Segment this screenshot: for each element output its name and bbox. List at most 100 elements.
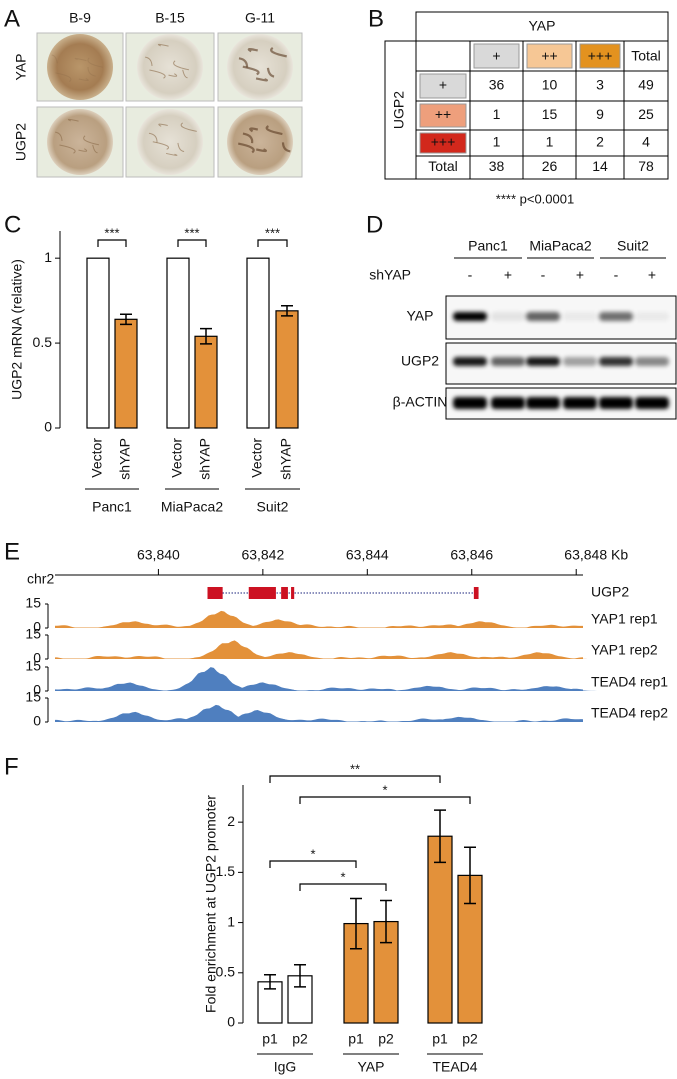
- x-tick-label: Vector: [89, 438, 105, 478]
- tma-texture: [165, 152, 178, 156]
- group-label: TEAD4: [432, 1059, 477, 1075]
- track-peak: [85, 711, 180, 722]
- track-label: TEAD4 rep2: [591, 705, 668, 721]
- blot-group-label: MiaPaca2: [529, 238, 591, 254]
- table-level-cell: [419, 132, 467, 154]
- table-cell: 1: [493, 134, 501, 150]
- x-tick-label: 63,842: [241, 547, 284, 563]
- tma-texture: [177, 142, 185, 152]
- significance-bracket: [257, 239, 288, 247]
- tma-texture: [152, 141, 170, 150]
- tma-texture: [87, 57, 103, 68]
- track-peak: [503, 686, 598, 691]
- y-tick-label: 0.5: [216, 963, 236, 979]
- table-column-label: Total: [631, 48, 661, 64]
- exon: [281, 587, 288, 599]
- blot-band: [635, 397, 669, 409]
- tma-texture: [145, 56, 153, 66]
- track-tick-label: 15: [25, 689, 41, 705]
- tma-core: [137, 109, 203, 175]
- tma-texture: [55, 72, 72, 82]
- x-tick-label: shYAP: [278, 438, 294, 480]
- table-cell: 4: [642, 134, 650, 150]
- exon: [207, 587, 223, 599]
- y-tick-label: 1: [227, 913, 235, 929]
- group-label: Suit2: [257, 499, 289, 515]
- y-tick-label: 0: [227, 1014, 235, 1030]
- blot-band: [563, 357, 597, 366]
- panel-label: E: [4, 538, 20, 565]
- tma-row-label: YAP: [13, 54, 29, 81]
- table-level-cell: [473, 43, 520, 69]
- table-level-cell: [579, 43, 621, 69]
- track-peak: [184, 640, 279, 659]
- x-tick-label: Vector: [169, 438, 185, 478]
- tma-texture: [149, 69, 166, 79]
- blot-group-label: Suit2: [617, 238, 649, 254]
- tma-texture: [55, 131, 63, 141]
- significance-label: ***: [265, 225, 280, 240]
- x-tick-label: 63,840: [137, 547, 180, 563]
- x-tick-label: p1: [262, 1031, 278, 1047]
- blot-condition: +: [648, 267, 656, 283]
- error-bar: [281, 304, 293, 317]
- table-row-header: UGP2: [391, 91, 407, 129]
- x-tick-label: p1: [432, 1031, 448, 1047]
- table-cell: 9: [596, 106, 604, 122]
- table-row-label: +: [439, 77, 447, 93]
- track-peak: [492, 652, 587, 659]
- blot-condition-label: shYAP: [369, 267, 411, 283]
- bar: [166, 257, 190, 429]
- x-tick-label: p1: [348, 1031, 364, 1047]
- blot-band: [599, 312, 633, 321]
- significance-label: ***: [184, 225, 199, 240]
- blot-band: [491, 357, 525, 366]
- bar: [275, 310, 299, 429]
- tma-column-label: B-9: [69, 10, 91, 26]
- blot-band: [491, 312, 525, 321]
- y-tick-label: 1.5: [216, 863, 236, 879]
- blot-row-label: UGP2: [401, 353, 439, 369]
- significance-label: *: [382, 782, 387, 797]
- tma-texture: [242, 132, 254, 144]
- panel-label: D: [366, 211, 383, 238]
- bar: [246, 257, 270, 429]
- tma-texture: [67, 118, 79, 122]
- tma-texture: [182, 69, 188, 79]
- tma-texture: [247, 48, 258, 53]
- chromosome-label: chr2: [27, 571, 54, 587]
- tma-texture: [78, 78, 89, 82]
- tma-texture: [265, 125, 283, 136]
- panel-label: C: [4, 211, 21, 238]
- y-tick-label: 1: [44, 249, 52, 265]
- track-tick-label: 0: [33, 682, 41, 698]
- tma-texture: [281, 142, 291, 153]
- y-tick-label: 0: [44, 419, 52, 435]
- tma-texture: [168, 73, 178, 77]
- significance-bracket: [177, 239, 207, 247]
- table-level-cell: [419, 103, 467, 128]
- x-tick-label: 63,848 Kb: [564, 547, 628, 563]
- track-peak: [174, 610, 269, 628]
- table-footnote: **** p<0.0001: [496, 191, 574, 206]
- y-tick-label: 2: [227, 813, 235, 829]
- blot-condition: +: [504, 267, 512, 283]
- group-label: IgG: [274, 1059, 297, 1075]
- tma-texture: [158, 123, 168, 127]
- blot-condition: +: [576, 267, 584, 283]
- gene-label: UGP2: [591, 584, 629, 600]
- tma-texture: [173, 60, 190, 71]
- tma-texture: [255, 77, 268, 82]
- bar: [194, 335, 218, 429]
- track-label: YAP1 rep2: [591, 642, 658, 658]
- tma-texture: [255, 148, 267, 153]
- table-row-label: +++: [431, 134, 456, 150]
- table-level-cell: [526, 43, 573, 69]
- track-tick-label: 15: [25, 595, 41, 611]
- table-cell: 36: [489, 77, 505, 93]
- table-row-label: Total: [428, 158, 458, 174]
- table-cell: 2: [596, 134, 604, 150]
- significance-bracket: [269, 775, 441, 783]
